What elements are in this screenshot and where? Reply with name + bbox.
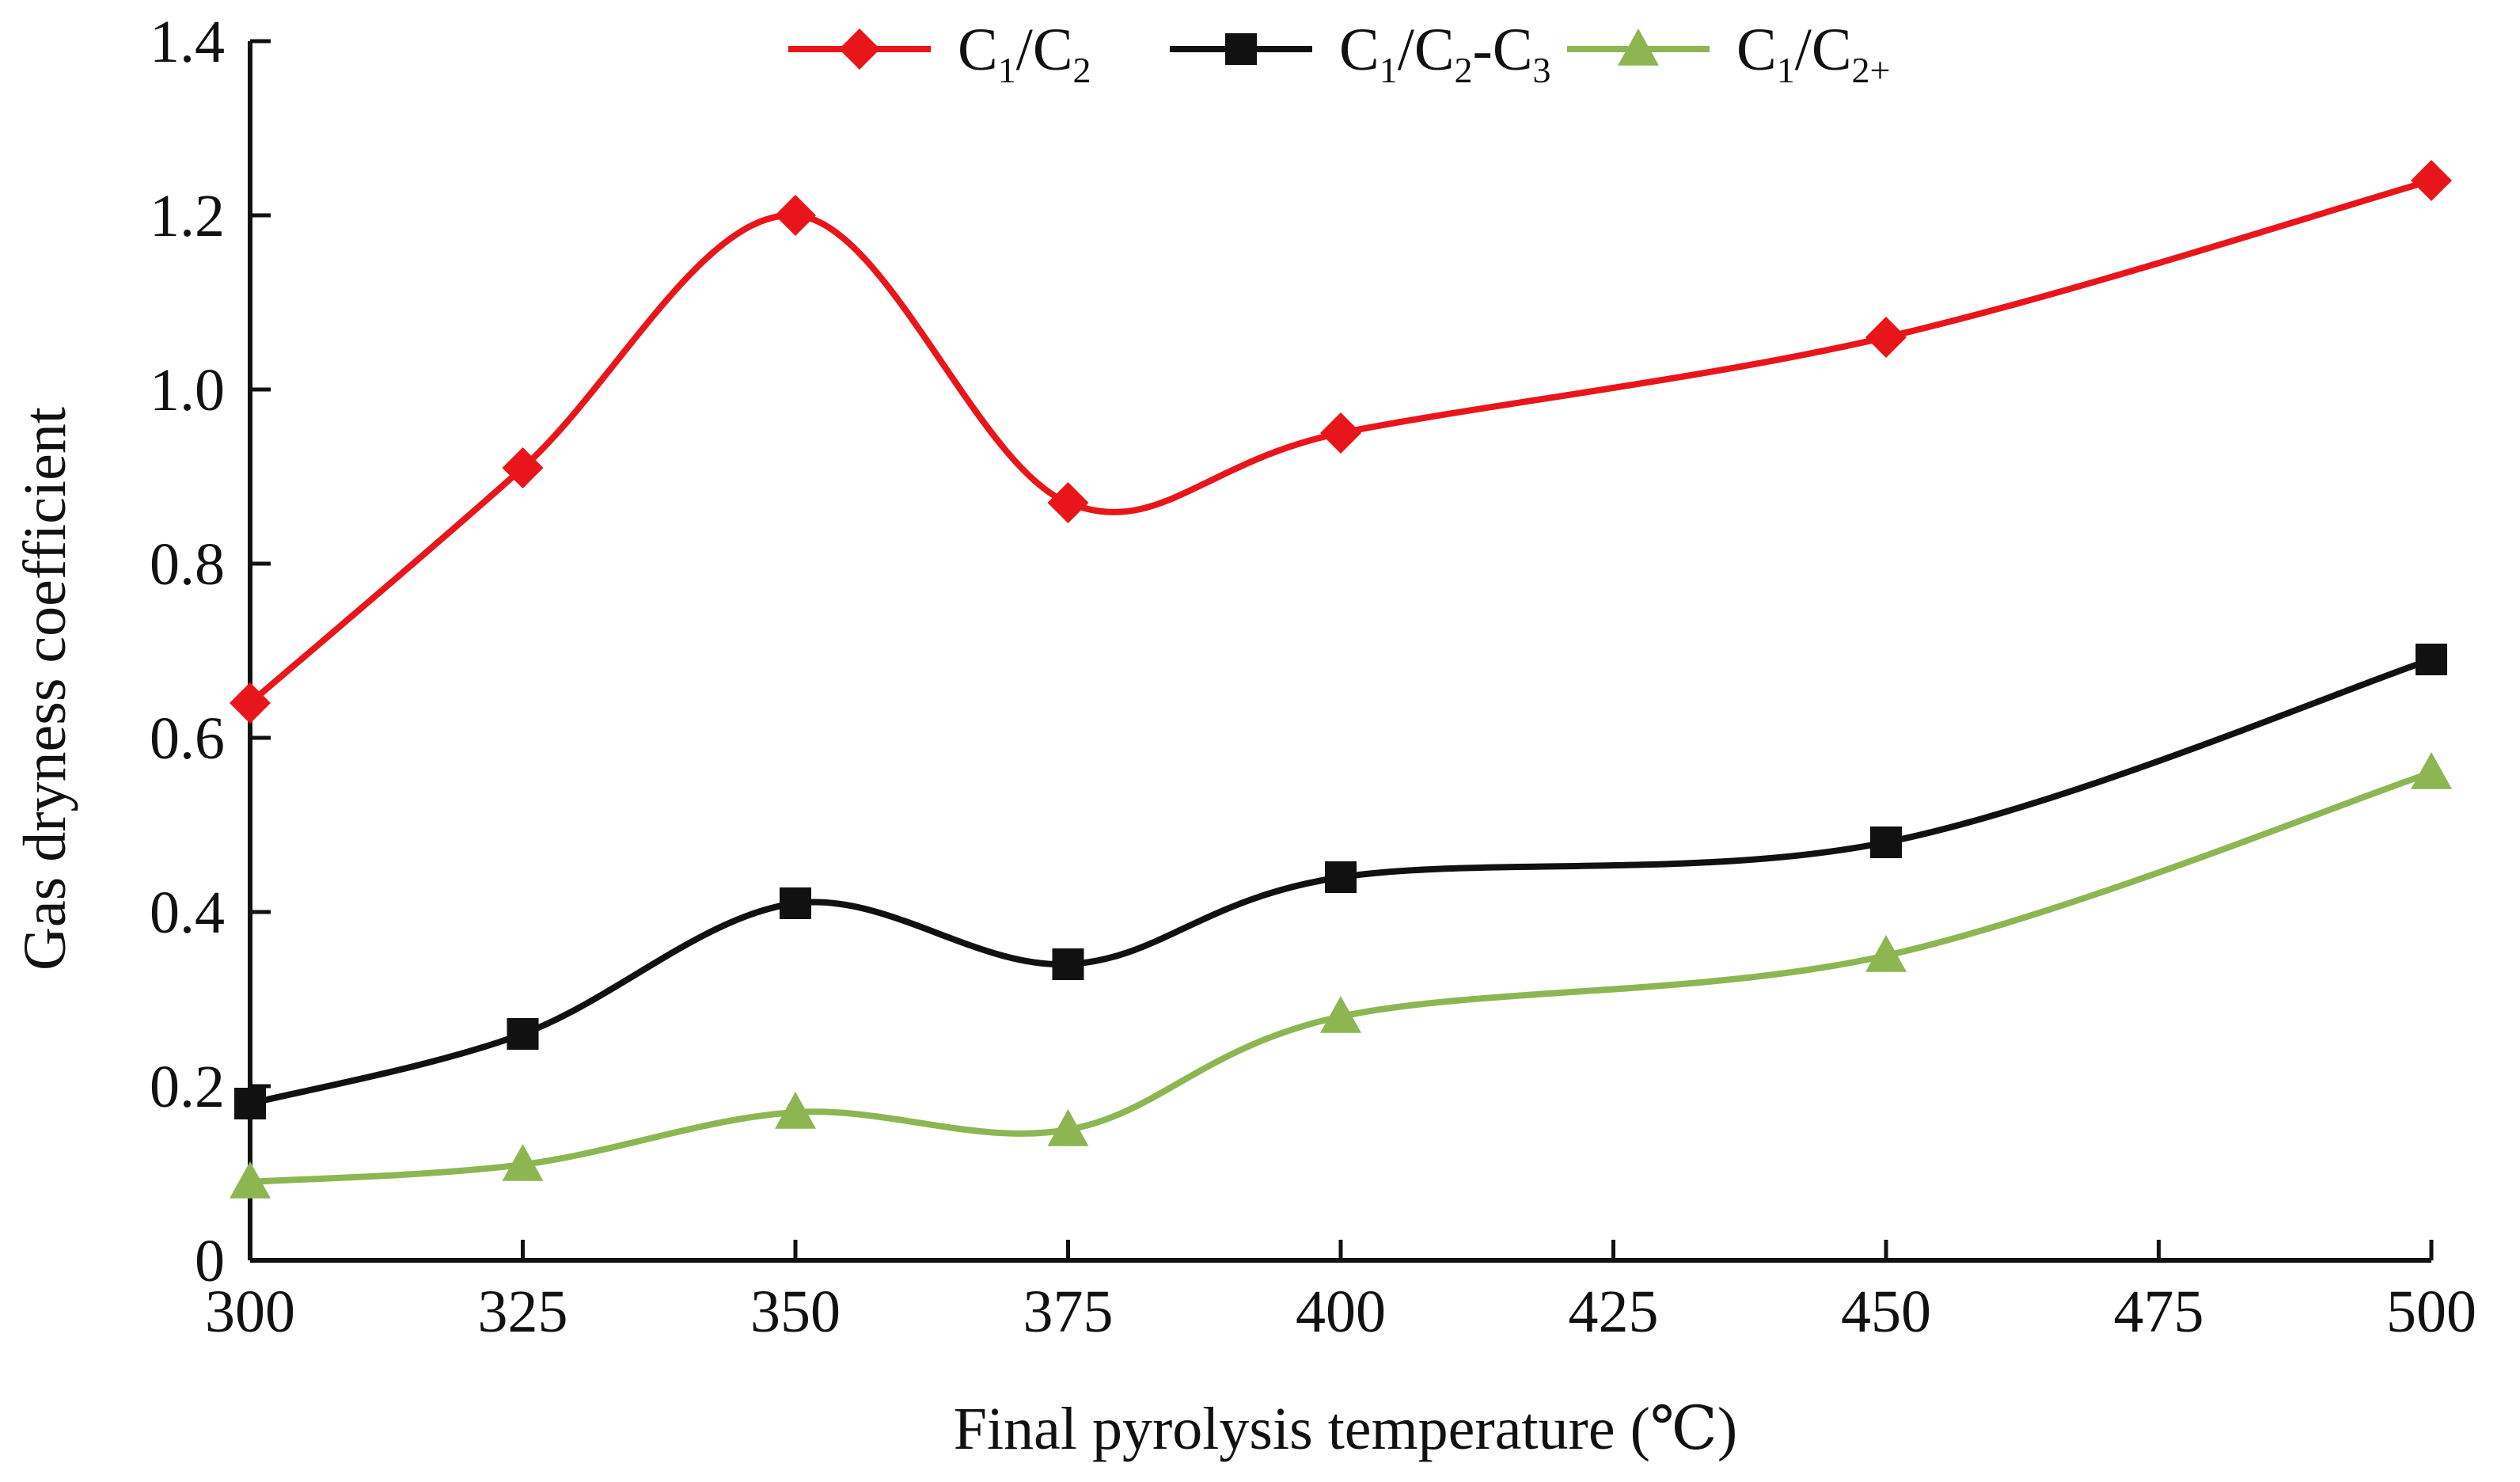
data-point [1052,948,1084,980]
series-2 [234,644,2447,1119]
legend-marker [839,28,880,70]
data-point [507,1018,539,1050]
data-point [2411,752,2452,789]
data-point [1320,412,1361,454]
legend-item-3: C1/C2+ [1567,17,1890,90]
legend-label: C1/C2 [958,17,1091,90]
y-tick-label: 1.2 [150,183,225,249]
legend-label: C1/C2+ [1736,17,1890,90]
y-tick-label: 0.2 [150,1054,225,1120]
data-point [775,1092,816,1129]
data-point [1047,482,1089,523]
data-point [502,447,544,488]
legend-marker [1618,28,1659,66]
series-line [248,177,2433,706]
x-tick-label: 400 [1296,1279,1386,1345]
legend-marker [1225,33,1257,65]
series-layer [230,160,2452,1199]
series-line [249,656,2433,1107]
data-point [2411,160,2452,201]
y-tick-label: 0.6 [150,705,225,772]
legend-item-2: C1/C2-C3 [1170,17,1551,90]
data-point [234,1088,266,1119]
x-tick-label: 475 [2114,1279,2204,1345]
axes: 300 325 350 375 400 425 450 475 500 0 0.2 0.4 0.6 0.8… [150,9,2476,1345]
legend: C1/C2 C1/C2-C3 C1/C2+ [788,17,1890,90]
data-point [1325,861,1357,893]
y-axis-title: Gas dryness coefficient [12,407,78,971]
y-tick-label: 1.0 [150,357,225,424]
y-tick-label: 0.4 [150,880,225,946]
data-point [502,1144,544,1181]
y-tick-label: 0 [195,1228,225,1294]
x-tick-label: 450 [1841,1279,1931,1345]
data-point [780,887,811,919]
x-tick-label: 350 [750,1279,841,1345]
series-3 [230,752,2452,1199]
data-point [1047,1109,1089,1146]
series-1 [230,160,2452,724]
x-tick-label: 375 [1023,1279,1114,1345]
x-tick-label: 300 [205,1279,295,1345]
y-tick-label: 1.4 [150,9,225,75]
data-point [1865,935,1907,972]
x-tick-label: 425 [1569,1279,1659,1345]
x-tick-label: 500 [2386,1279,2476,1345]
data-point [230,1161,271,1199]
legend-item-1: C1/C2 [788,17,1091,90]
data-point [1865,317,1907,358]
data-point [1870,826,1902,858]
data-point [2416,644,2447,675]
data-point [1320,996,1361,1033]
data-point [230,682,271,724]
y-tick-label: 0.8 [150,531,225,598]
legend-label: C1/C2-C3 [1339,17,1551,90]
data-point [775,195,816,236]
x-axis-title: Final pyrolysis temperature (℃) [954,1396,1737,1462]
series-line [249,770,2433,1185]
x-tick-label: 325 [478,1279,568,1345]
